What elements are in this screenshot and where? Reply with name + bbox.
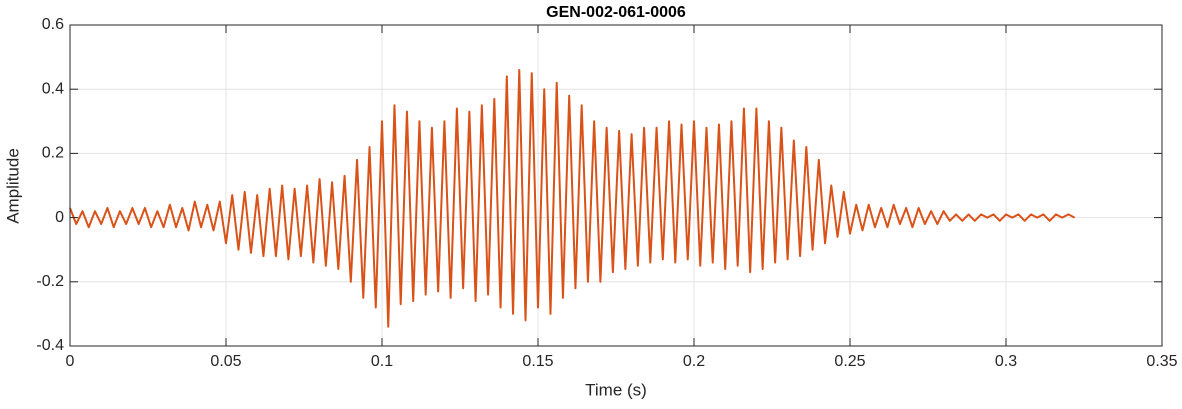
x-tick-label: 0.3 (995, 353, 1017, 370)
x-tick-label: 0.05 (210, 353, 241, 370)
x-tick-label: 0.25 (834, 353, 865, 370)
x-tick-label: 0.1 (371, 353, 393, 370)
x-tick-label: 0.2 (683, 353, 705, 370)
y-tick-label: 0 (55, 209, 64, 226)
axes-box (69, 24, 1163, 347)
y-axis-label: Amplitude (3, 148, 22, 224)
y-tick-label: 0.6 (42, 16, 64, 33)
plot-area (69, 68, 1076, 328)
x-axis-label: Time (s) (585, 380, 647, 399)
x-tick-label: 0.35 (1146, 353, 1177, 370)
y-tick-label: -0.4 (36, 337, 64, 354)
y-tick-label: -0.2 (36, 273, 64, 290)
chart-title: GEN-002-061-0006 (546, 4, 686, 21)
y-tick-label: 0.2 (42, 145, 64, 162)
x-tick-label: 0.15 (522, 353, 553, 370)
y-tick-label: 0.4 (42, 80, 64, 97)
x-tick-label: 0 (66, 353, 75, 370)
waveform-line (69, 68, 1076, 328)
